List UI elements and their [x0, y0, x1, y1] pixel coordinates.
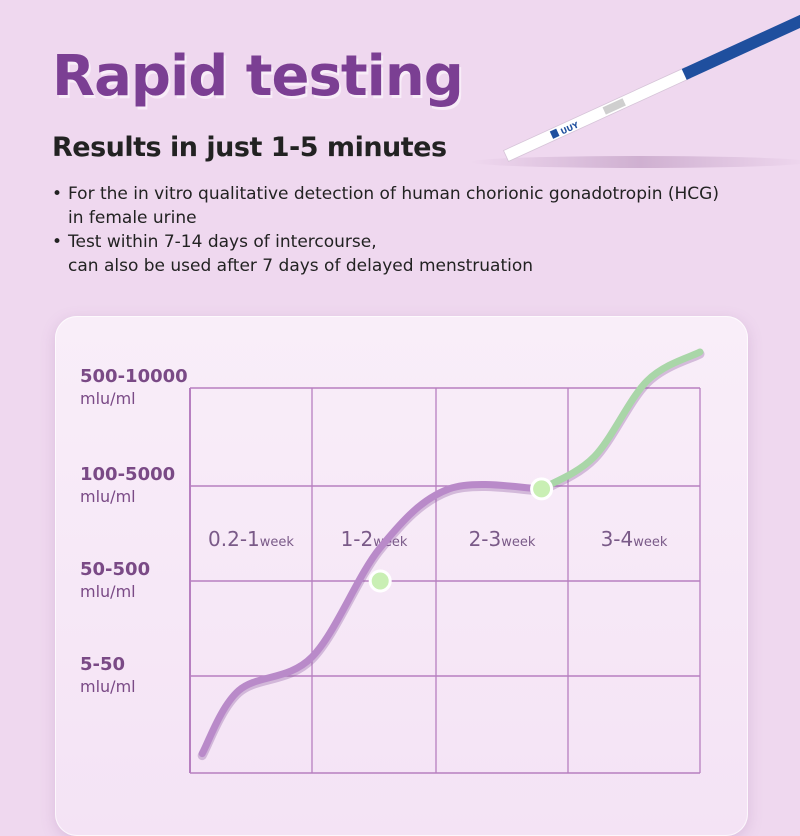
feature-item: • For the in vitro qualitative detection…	[52, 182, 772, 230]
y-tick-label: 5-50	[80, 654, 125, 675]
x-tick-range: 2-3	[469, 527, 502, 551]
feature-item: • Test within 7-14 days of intercourse, …	[52, 230, 772, 278]
x-tick-label: 0.2-1week	[208, 527, 294, 551]
page-subtitle: Results in just 1-5 minutes	[52, 132, 447, 163]
bullet-dot: •	[52, 232, 63, 252]
x-tick-unit: week	[501, 535, 536, 550]
chart-curves	[197, 348, 705, 761]
hcg-level-chart: 5-50 mlu/ml 50-500 mlu/ml 100-5000 mlu/ml 500-…	[80, 348, 705, 774]
x-tick-range: 0.2-1	[208, 527, 260, 551]
y-tick-unit: mlu/ml	[80, 487, 136, 506]
x-tick-unit: week	[633, 535, 668, 550]
y-tick-label: 500-10000	[80, 366, 188, 387]
page-title: Rapid testing	[52, 44, 464, 109]
x-tick-label: 2-3week	[469, 527, 536, 551]
hcg-curve-early	[198, 481, 546, 758]
y-tick-label: 100-5000	[80, 464, 175, 485]
feature-text-line: Test within 7-14 days of intercourse,	[68, 232, 377, 252]
chart-markers	[368, 477, 554, 593]
y-tick-unit: mlu/ml	[80, 677, 136, 696]
y-tick-unit: mlu/ml	[80, 582, 136, 601]
hcg-curve-late	[538, 348, 704, 493]
y-tick-unit: mlu/ml	[80, 389, 136, 408]
x-tick-range: 1-2	[341, 527, 374, 551]
x-tick-label: 3-4week	[601, 527, 668, 551]
x-tick-range: 3-4	[601, 527, 634, 551]
x-tick-unit: week	[260, 535, 295, 550]
feature-text-line: in female urine	[68, 208, 197, 228]
curve-marker-point	[368, 569, 392, 593]
feature-text-line: For the in vitro qualitative detection o…	[68, 184, 719, 204]
feature-text-line: can also be used after 7 days of delayed…	[68, 256, 534, 276]
y-tick-label: 50-500	[80, 559, 150, 580]
chart-grid	[189, 387, 701, 774]
curve-marker-point	[530, 477, 554, 501]
chart-labels: 5-50 mlu/ml 50-500 mlu/ml 100-5000 mlu/ml 500-…	[80, 366, 668, 696]
feature-list: • For the in vitro qualitative detection…	[52, 182, 772, 278]
bullet-dot: •	[52, 184, 63, 204]
